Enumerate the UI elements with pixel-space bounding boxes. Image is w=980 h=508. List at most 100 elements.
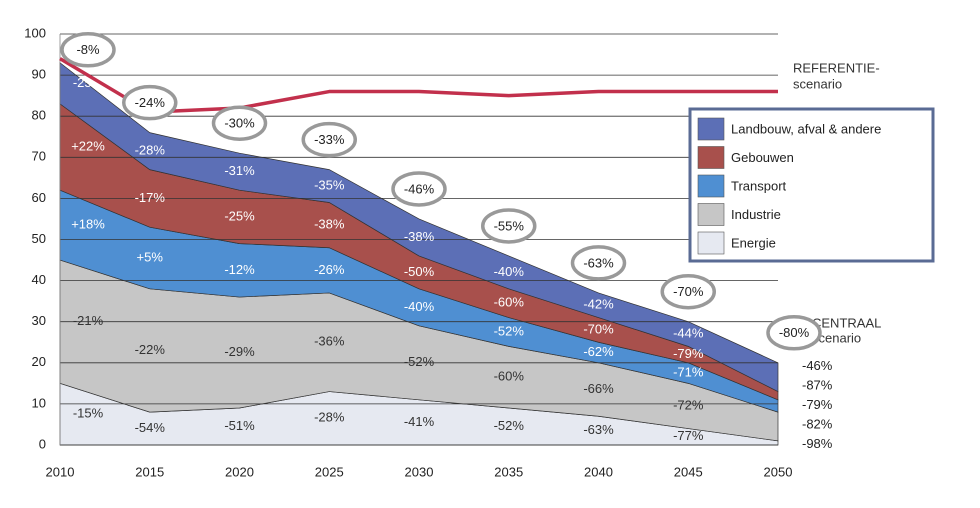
x-tick-label: 2020: [225, 464, 254, 479]
legend-label: Energie: [731, 235, 776, 250]
segment-label: -52%: [494, 418, 525, 433]
segment-label: -51%: [224, 418, 255, 433]
segment-label: +22%: [71, 138, 105, 153]
y-tick-label: 90: [32, 67, 46, 82]
x-tick-label: 2045: [674, 464, 703, 479]
x-tick-label: 2030: [405, 464, 434, 479]
segment-label: -21%: [73, 313, 104, 328]
segment-label: -54%: [135, 420, 166, 435]
total-label: -30%: [224, 116, 255, 131]
legend-swatch: [697, 174, 725, 198]
y-tick-label: 80: [32, 108, 46, 123]
labels: -15% -54% -51% -28% -41% -52% -63% -77% -98% -21%…: [71, 75, 833, 451]
segment-label: -71%: [673, 365, 704, 380]
segment-label: -22%: [135, 342, 166, 357]
total-label: -46%: [404, 181, 435, 196]
total-label: -8%: [76, 42, 100, 57]
segment-label: -40%: [404, 299, 435, 314]
segment-label: -62%: [583, 344, 614, 359]
y-tick-label: 0: [39, 436, 46, 451]
segment-label: -66%: [583, 381, 614, 396]
segment-label: -17%: [135, 190, 166, 205]
segment-label: -60%: [494, 295, 525, 310]
legend-swatch: [697, 146, 725, 169]
segment-label: -79%: [673, 346, 704, 361]
segment-label: -26%: [314, 262, 345, 277]
total-label: -80%: [779, 325, 810, 340]
legend: Landbouw, afval & andere Gebouwen Transpor…: [688, 107, 935, 263]
segment-label: -77%: [673, 428, 704, 443]
segment-label: -25%: [224, 208, 255, 223]
total-badge: [391, 171, 447, 207]
total-badge: [211, 105, 268, 141]
x-tick-label: 2050: [764, 464, 793, 479]
y-tick-label: 70: [32, 149, 46, 164]
total-badge: [570, 245, 627, 281]
legend-swatch: [697, 203, 725, 226]
y-tick-label: 60: [32, 190, 46, 205]
reference-line: [59, 57, 778, 114]
segment-label: +18%: [71, 217, 105, 232]
y-tick-label: 100: [24, 25, 46, 40]
segment-label: -72%: [673, 397, 704, 412]
legend-box: [688, 107, 935, 263]
total-label: -55%: [494, 218, 525, 233]
x-tick-label: 2025: [315, 464, 344, 479]
segment-label: -40%: [494, 264, 525, 279]
segment-label: -12%: [224, 262, 255, 277]
reference-annotation: scenario: [793, 76, 842, 91]
total-label: -24%: [135, 95, 166, 110]
legend-label: Transport: [731, 178, 787, 193]
segment-label: -82%: [802, 417, 833, 432]
y-tick-label: 20: [32, 354, 46, 369]
segment-label: -38%: [404, 229, 435, 244]
segment-label: -28%: [135, 143, 166, 158]
y-tick-label: 10: [32, 395, 46, 410]
segment-label: -46%: [802, 358, 833, 373]
total-badge: [766, 315, 822, 351]
segment-label: -52%: [404, 354, 435, 369]
segment-label: -98%: [802, 436, 833, 451]
x-tick-label: 2010: [46, 464, 75, 479]
total-label: -63%: [583, 255, 614, 270]
area: [59, 62, 779, 393]
total-badge: [481, 208, 537, 244]
segment-label: -36%: [314, 334, 345, 349]
segment-label: -70%: [583, 321, 614, 336]
segment-label: +5%: [137, 249, 164, 264]
y-tick-label: 50: [32, 231, 46, 246]
segment-label: -87%: [802, 378, 833, 393]
x-tick-label: 2015: [135, 464, 164, 479]
x-tick-label: 2035: [494, 464, 523, 479]
segment-label: -42%: [583, 297, 614, 312]
segment-label: -35%: [314, 178, 345, 193]
total-badge: [660, 273, 716, 310]
areas: [59, 62, 779, 446]
x-tick-label: 2040: [584, 464, 613, 479]
total-badge: [122, 84, 178, 121]
segment-label: -63%: [583, 422, 614, 437]
legend-label: Landbouw, afval & andere: [731, 121, 881, 136]
segment-label: -50%: [404, 264, 435, 279]
segment-label: -28%: [314, 410, 345, 425]
legend-label: Gebouwen: [731, 150, 794, 165]
segment-label: -31%: [224, 163, 255, 178]
total-badge: [301, 121, 357, 158]
y-tick-label: 30: [32, 313, 46, 328]
central-annotation: CENTRAAL: [812, 315, 881, 330]
segment-label: -79%: [802, 397, 833, 412]
segment-label: -15%: [73, 406, 104, 421]
legend-swatch: [697, 117, 725, 141]
segment-label: -60%: [494, 369, 525, 384]
segment-label: -29%: [224, 344, 255, 359]
segment-label: -52%: [494, 323, 525, 338]
total-label: -70%: [673, 284, 704, 299]
legend-label: Industrie: [731, 207, 781, 222]
segment-label: -38%: [314, 217, 345, 232]
segment-label: -44%: [673, 325, 704, 340]
legend-swatch: [697, 231, 725, 255]
total-label: -33%: [314, 132, 345, 147]
central-annotation: scenario: [812, 330, 861, 345]
